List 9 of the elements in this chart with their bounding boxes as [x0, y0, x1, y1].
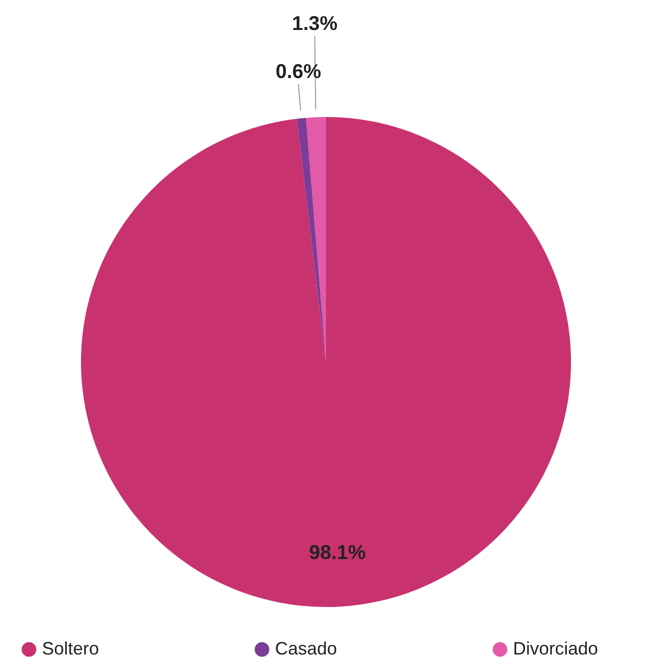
- pie-slice: [296, 118, 326, 362]
- data-label: 0.6%: [276, 61, 322, 83]
- data-label: 98.1%: [309, 542, 366, 564]
- legend-label: Casado: [275, 638, 338, 658]
- pie-slice: [306, 117, 326, 362]
- legend-label: Soltero: [42, 638, 100, 658]
- data-label: 1.3%: [292, 13, 338, 35]
- legend-label: Divorciado: [513, 638, 598, 658]
- pie-slice: [81, 117, 571, 607]
